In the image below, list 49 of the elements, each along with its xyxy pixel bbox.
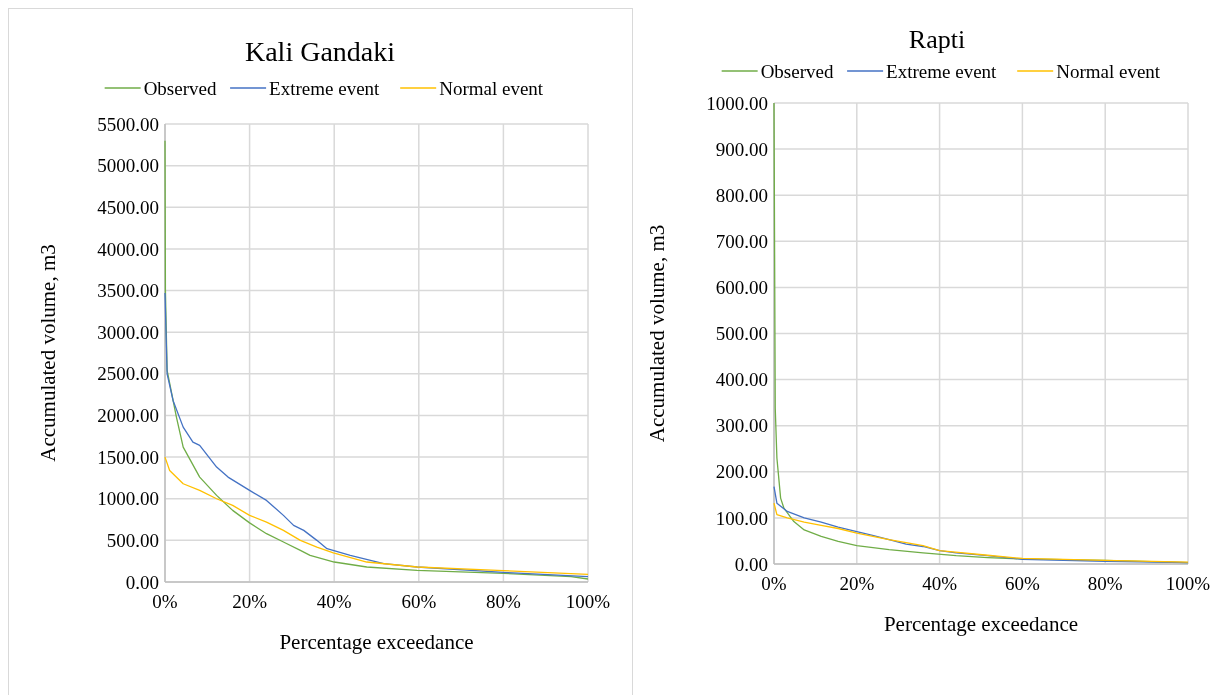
- x-axis-title: Percentage exceedance: [279, 630, 474, 654]
- x-tick-label: 80%: [485, 591, 521, 612]
- x-tick-label: 0%: [152, 591, 178, 612]
- y-tick-label: 3500.00: [97, 280, 159, 302]
- x-tick-label: 60%: [1004, 573, 1040, 594]
- y-tick-label: 900.00: [715, 138, 768, 160]
- y-tick-label: 5000.00: [97, 155, 159, 177]
- legend-label: Observed: [143, 77, 217, 99]
- y-tick-label: 500.00: [106, 530, 159, 552]
- line-series: [164, 456, 589, 575]
- x-tick-label: 100%: [565, 591, 611, 612]
- x-tick-label: 20%: [839, 573, 875, 594]
- y-tick-label: 1000.00: [97, 488, 159, 510]
- y-tick-label: 300.00: [715, 415, 768, 437]
- y-tick-label: 600.00: [715, 277, 768, 299]
- legend-label: Extreme event: [886, 60, 998, 82]
- x-tick-label: 0%: [761, 573, 787, 594]
- x-axis-title: Percentage exceedance: [883, 612, 1079, 636]
- legend-label: Extreme event: [269, 77, 381, 99]
- chart-title: Kali Gandaki: [244, 35, 396, 67]
- x-tick-label: 100%: [1165, 573, 1211, 594]
- y-axis-title: Accumulated volume, m3: [36, 244, 60, 462]
- x-tick-label: 80%: [1087, 573, 1123, 594]
- legend-label: Normal event: [439, 77, 544, 99]
- x-tick-label: 20%: [232, 591, 268, 612]
- y-tick-label: 200.00: [715, 461, 768, 483]
- y-tick-label: 0.00: [734, 553, 768, 575]
- chart-title: Rapti: [908, 25, 966, 55]
- y-tick-label: 0.00: [125, 571, 159, 593]
- y-tick-label: 3000.00: [97, 321, 159, 343]
- y-tick-label: 700.00: [715, 230, 768, 252]
- legend-label: Observed: [760, 60, 834, 82]
- y-axis-title: Accumulated volume, m3: [645, 224, 669, 443]
- y-tick-label: 5500.00: [97, 113, 159, 135]
- y-tick-label: 1000.00: [706, 92, 768, 114]
- x-tick-label: 40%: [316, 591, 352, 612]
- y-tick-label: 4500.00: [97, 196, 159, 218]
- y-tick-label: 2000.00: [97, 405, 159, 427]
- y-tick-label: 4000.00: [97, 238, 159, 260]
- y-tick-label: 800.00: [715, 184, 768, 206]
- y-tick-label: 2500.00: [97, 363, 159, 385]
- y-tick-label: 500.00: [715, 323, 768, 345]
- y-tick-label: 400.00: [715, 369, 768, 391]
- y-tick-label: 1500.00: [97, 446, 159, 468]
- legend-label: Normal event: [1056, 60, 1161, 82]
- y-tick-label: 100.00: [715, 507, 768, 529]
- x-tick-label: 60%: [401, 591, 437, 612]
- x-tick-label: 40%: [922, 573, 958, 594]
- line-series: [164, 292, 589, 578]
